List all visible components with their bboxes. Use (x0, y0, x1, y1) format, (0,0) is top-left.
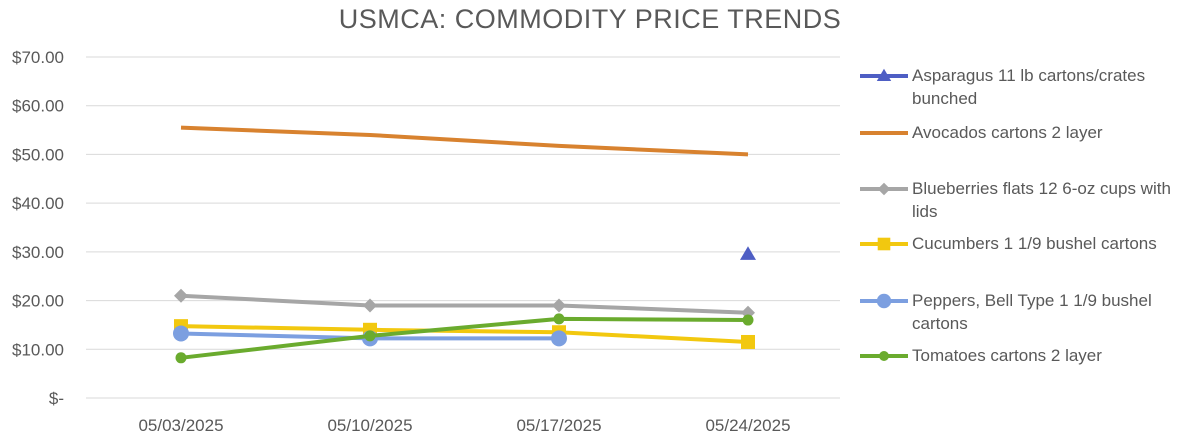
x-axis-ticks: 05/03/2025 05/10/2025 05/17/2025 05/24/2025 (138, 416, 790, 435)
legend-label: Cucumbers 1 1/9 bushel cartons (912, 234, 1157, 253)
legend-item: Tomatoes cartons 2 layer (858, 344, 1198, 368)
series-lines (173, 125, 756, 364)
legend-label: Tomatoes cartons 2 layer (912, 346, 1102, 365)
series-line (180, 324, 749, 344)
chart-title: USMCA: COMMODITY PRICE TRENDS (338, 4, 842, 34)
legend-swatch (860, 293, 908, 309)
series-0 (740, 246, 756, 260)
y-tick-label: $50.00 (12, 145, 64, 164)
gridlines (86, 56, 840, 399)
data-point-circle (879, 351, 889, 361)
data-point-circle (551, 330, 567, 347)
legend-swatch (860, 237, 908, 251)
legend-swatch (860, 68, 908, 82)
x-tick-label: 05/10/2025 (327, 416, 412, 435)
data-point-circle (173, 325, 189, 342)
series-line (180, 125, 749, 157)
legend-item: Blueberries flats 12 6-oz cups with lids (858, 177, 1198, 223)
series-1 (180, 125, 749, 157)
data-point-circle (876, 293, 892, 309)
legend-swatch (860, 131, 908, 135)
y-tick-label: $70.00 (12, 48, 64, 67)
plot-area: $- $10.00 $20.00 $30.00 $40.00 $50.00 $60.00 $7… (12, 48, 840, 435)
data-point-square (877, 237, 891, 251)
legend-swatch (860, 351, 908, 361)
data-point-diamond (877, 182, 891, 196)
legend-item: Cucumbers 1 1/9 bushel cartons (858, 232, 1198, 256)
data-point-diamond (174, 288, 188, 303)
x-tick-label: 05/03/2025 (138, 416, 223, 435)
data-point-diamond (363, 298, 377, 313)
data-point-circle (553, 313, 565, 325)
series-line (180, 293, 749, 315)
series-line (180, 316, 749, 360)
legend-item: Asparagus 11 lb cartons/crates bunched (858, 64, 1198, 110)
x-tick-label: 05/24/2025 (705, 416, 790, 435)
y-tick-label: $60.00 (12, 97, 64, 116)
legend-label: Avocados cartons 2 layer (912, 123, 1103, 142)
data-point-square (741, 334, 755, 349)
y-tick-label: $20.00 (12, 292, 64, 311)
series-2 (174, 288, 755, 320)
legend-label: Asparagus 11 lb cartons/crates bunched (912, 66, 1146, 108)
y-tick-label: $30.00 (12, 243, 64, 262)
y-axis-ticks: $- $10.00 $20.00 $30.00 $40.00 $50.00 $60.00 $7… (12, 48, 64, 408)
legend-item: Avocados cartons 2 layer (858, 121, 1198, 145)
series-5 (175, 313, 754, 364)
data-point-triangle (876, 68, 892, 82)
data-point-diamond (552, 298, 566, 313)
legend-label: Blueberries flats 12 6-oz cups with lids (912, 179, 1171, 221)
data-point-circle (175, 352, 187, 364)
legend-swatch (860, 182, 908, 196)
y-tick-label: $10.00 (12, 340, 64, 359)
data-point-circle (742, 314, 754, 326)
data-point-triangle (740, 246, 756, 260)
legend-item: Peppers, Bell Type 1 1/9 bushel cartons (858, 289, 1198, 335)
legend-label: Peppers, Bell Type 1 1/9 bushel cartons (912, 291, 1152, 333)
y-tick-label: $- (49, 389, 64, 408)
data-point-circle (364, 330, 376, 342)
y-tick-label: $40.00 (12, 194, 64, 213)
x-tick-label: 05/17/2025 (516, 416, 601, 435)
